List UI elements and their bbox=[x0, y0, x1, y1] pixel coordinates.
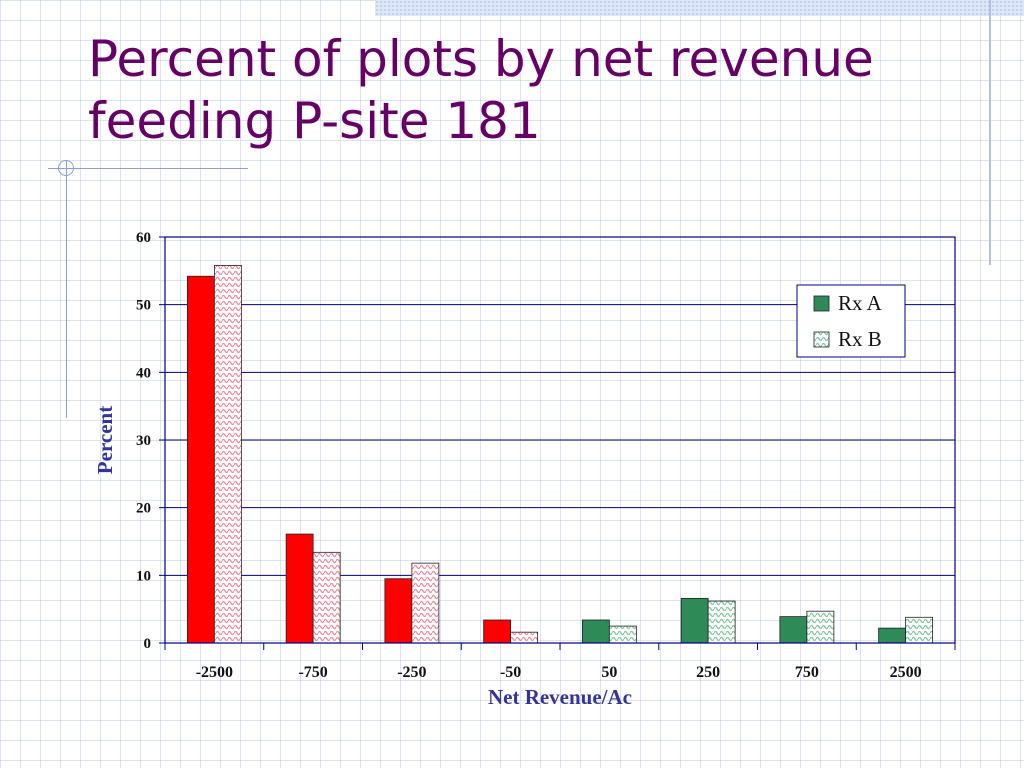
top-decorative-band bbox=[375, 0, 1024, 16]
decorative-circle-icon bbox=[58, 160, 74, 176]
slide-title: Percent of plots by net revenue feeding … bbox=[88, 30, 874, 150]
x-tick-label: 2500 bbox=[890, 664, 922, 681]
bars bbox=[186, 265, 934, 644]
y-tick-label: 50 bbox=[136, 298, 151, 314]
legend-label-rx-a: Rx A bbox=[838, 291, 883, 315]
bar-rx-a--250 bbox=[384, 578, 413, 644]
x-tick-label: -750 bbox=[298, 664, 327, 681]
axes bbox=[164, 236, 956, 644]
x-tick-label: -250 bbox=[397, 664, 426, 681]
bar-rx-a--750 bbox=[285, 533, 314, 644]
bar-rx-a--2500 bbox=[186, 275, 215, 644]
legend-swatch-rx-b bbox=[813, 331, 830, 348]
x-tick-label: -2500 bbox=[196, 664, 233, 681]
legend-label-rx-b: Rx B bbox=[838, 327, 882, 351]
bar-rx-a--50 bbox=[483, 619, 512, 644]
y-tick-labels: 0 10 20 30 40 50 60 bbox=[136, 230, 151, 652]
bar-rx-a-750 bbox=[779, 616, 808, 644]
legend: Rx A Rx B bbox=[796, 284, 906, 358]
x-tick-label: 50 bbox=[601, 664, 617, 681]
right-decorative-rule bbox=[989, 0, 991, 265]
y-tick-label: 20 bbox=[136, 501, 151, 517]
y-tick-label: 60 bbox=[136, 230, 151, 246]
bar-rx-a-50 bbox=[581, 619, 610, 644]
left-decorative-rule bbox=[66, 160, 67, 418]
bar-rx-b-750 bbox=[806, 610, 835, 644]
bar-rx-b--50 bbox=[510, 631, 539, 644]
y-axis-label: Percent bbox=[93, 406, 117, 474]
x-tick-labels: -2500 -750 -250 -50 50 250 750 2500 bbox=[196, 664, 922, 681]
title-underline-rule bbox=[48, 168, 248, 169]
y-tick-label: 10 bbox=[136, 568, 151, 584]
bar-rx-b--2500 bbox=[213, 265, 242, 644]
x-tick-label: -50 bbox=[500, 664, 521, 681]
y-tick-label: 40 bbox=[136, 365, 151, 381]
legend-swatch-rx-a bbox=[813, 295, 830, 312]
y-tick-label: 30 bbox=[136, 433, 151, 449]
x-tick-label: 250 bbox=[696, 664, 720, 681]
bar-rx-b-250 bbox=[707, 600, 736, 644]
bar-rx-b--250 bbox=[411, 562, 440, 644]
plot-area-border bbox=[164, 236, 956, 644]
bar-rx-a-2500 bbox=[878, 627, 907, 644]
bar-rx-b-50 bbox=[608, 625, 637, 644]
x-axis-label: Net Revenue/Ac bbox=[488, 685, 632, 709]
bar-rx-b--750 bbox=[312, 551, 341, 644]
y-tick-label: 0 bbox=[144, 636, 152, 652]
bar-rx-b-2500 bbox=[905, 616, 934, 644]
bar-rx-a-250 bbox=[680, 597, 709, 644]
x-tick-label: 750 bbox=[795, 664, 819, 681]
